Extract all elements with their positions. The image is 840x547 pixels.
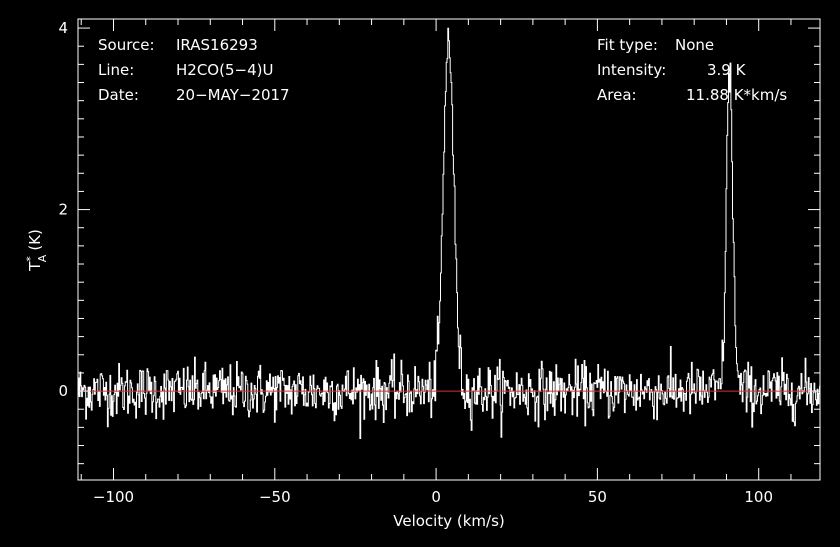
line-value: H2CO(5−4)U	[176, 61, 273, 79]
source-value: IRAS16293	[176, 36, 258, 54]
axis-ticks: −100 −50 0 50 100 0 2 4	[58, 19, 820, 506]
y-tick-label: 4	[58, 19, 68, 37]
y-axis-label-sub: A	[36, 254, 49, 262]
y-axis-label: T*A (K)	[24, 229, 49, 272]
area-label: Area:	[597, 86, 637, 104]
intensity-label: Intensity:	[597, 61, 666, 79]
x-tick-label: 50	[588, 488, 607, 506]
y-axis-label-unit: (K)	[26, 229, 44, 251]
y-tick-label: 2	[58, 201, 68, 219]
y-axis-label-main: T	[26, 261, 44, 272]
fit-type-label: Fit type:	[597, 36, 658, 54]
x-tick-label: −50	[259, 488, 291, 506]
y-tick-label: 0	[58, 382, 68, 400]
x-tick-label: 100	[744, 488, 773, 506]
line-label: Line:	[98, 61, 134, 79]
date-label: Date:	[98, 86, 139, 104]
x-axis-label: Velocity (km/s)	[393, 512, 504, 530]
fit-type-value: None	[675, 36, 714, 54]
date-value: 20−MAY−2017	[176, 86, 290, 104]
x-tick-label: 0	[431, 488, 441, 506]
area-value: 11.88 K*km/s	[686, 86, 787, 104]
source-label: Source:	[98, 36, 155, 54]
svg-text:T*A(K): T*A (K)	[24, 229, 49, 272]
y-axis-label-sup: *	[24, 256, 37, 262]
intensity-value: 3.9 K	[707, 61, 747, 79]
plot-frame	[77, 18, 821, 481]
x-tick-label: −100	[93, 488, 134, 506]
